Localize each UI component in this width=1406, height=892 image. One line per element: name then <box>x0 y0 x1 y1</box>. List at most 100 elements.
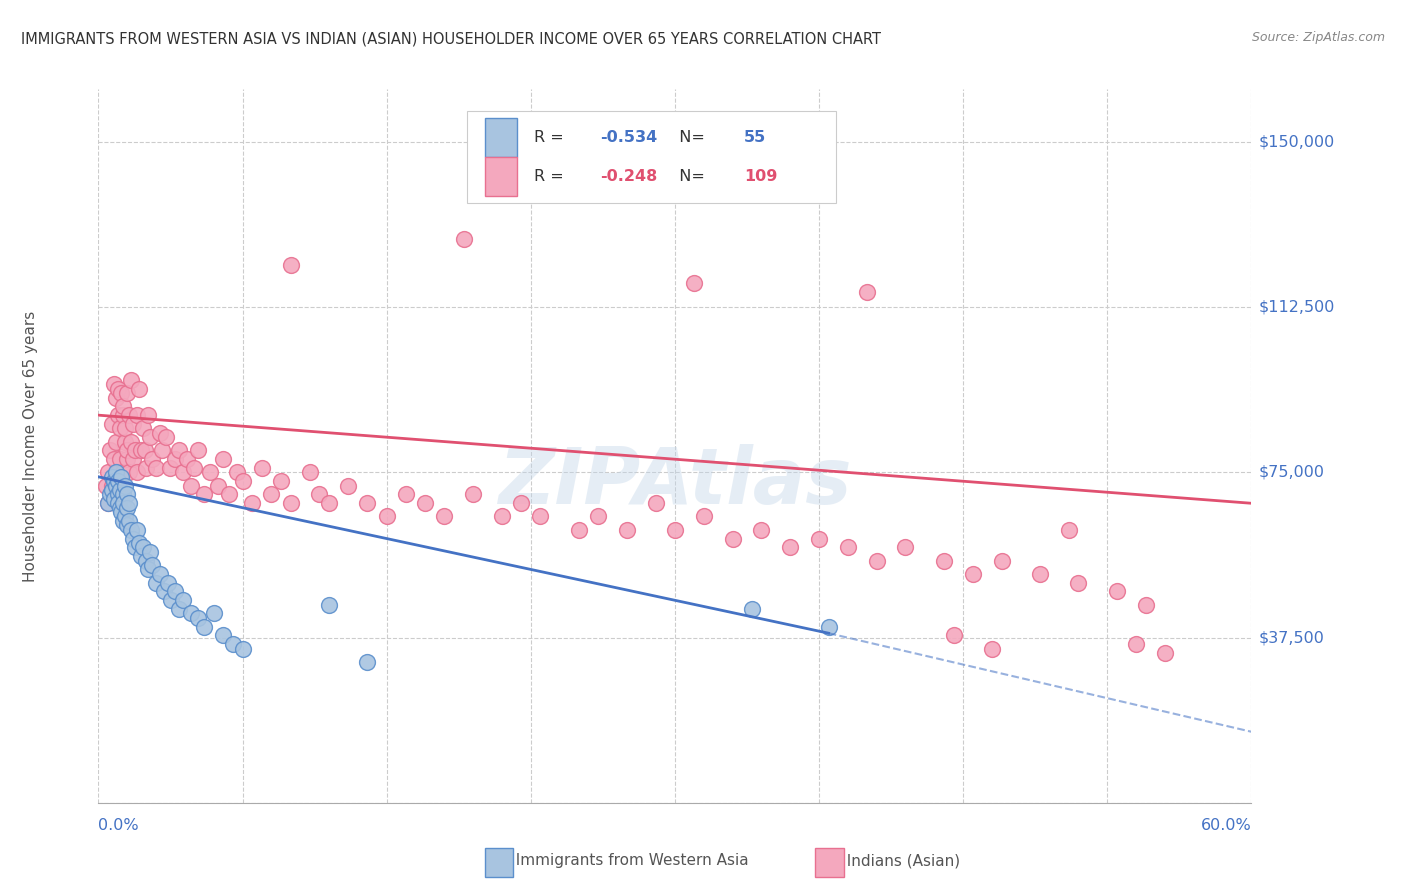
Point <box>779 541 801 555</box>
Point <box>150 443 173 458</box>
Point <box>110 487 132 501</box>
Point <box>138 408 160 422</box>
Point <box>112 514 135 528</box>
Text: $37,500: $37,500 <box>1258 630 1324 645</box>
Point <box>212 628 235 642</box>
Point <box>131 421 153 435</box>
Point <box>120 434 142 449</box>
Point <box>141 558 163 572</box>
Point <box>125 523 148 537</box>
Point <box>160 593 183 607</box>
Point <box>231 475 254 489</box>
Point <box>110 470 132 484</box>
Point <box>114 434 136 449</box>
Text: Householder Income Over 65 years: Householder Income Over 65 years <box>24 310 38 582</box>
Text: $112,500: $112,500 <box>1258 300 1334 315</box>
Point <box>156 575 179 590</box>
Text: N=: N= <box>669 130 710 145</box>
Point <box>510 496 533 510</box>
Text: ZIPAtlas: ZIPAtlas <box>498 443 852 520</box>
Text: 109: 109 <box>744 169 778 184</box>
Point <box>112 496 135 510</box>
Point <box>193 619 215 633</box>
Text: $75,000: $75,000 <box>1258 465 1324 480</box>
Point <box>225 466 247 480</box>
Point <box>103 475 125 489</box>
Point <box>644 496 666 510</box>
Point <box>664 523 686 537</box>
Point <box>187 443 209 458</box>
Point <box>270 475 292 489</box>
Point <box>942 628 965 642</box>
Point <box>120 373 142 387</box>
Point <box>110 505 132 519</box>
Point <box>453 232 475 246</box>
Text: Indians (Asian): Indians (Asian) <box>837 854 960 868</box>
Point <box>172 466 194 480</box>
Point <box>101 483 124 497</box>
Point <box>318 496 340 510</box>
Point <box>135 553 157 567</box>
Point <box>856 285 879 299</box>
Point <box>180 478 202 492</box>
Point <box>107 408 129 422</box>
Point <box>104 391 127 405</box>
Point <box>108 421 131 435</box>
Point <box>176 452 198 467</box>
Point <box>122 532 145 546</box>
Point <box>298 466 321 480</box>
Point <box>138 562 160 576</box>
Point <box>134 443 156 458</box>
Point <box>101 478 124 492</box>
Point <box>193 487 215 501</box>
Point <box>207 478 229 492</box>
Point <box>683 276 706 290</box>
Point <box>125 408 148 422</box>
Text: R =: R = <box>534 169 569 184</box>
Point <box>104 466 127 480</box>
Point <box>125 466 148 480</box>
Point <box>165 584 187 599</box>
FancyBboxPatch shape <box>467 111 837 203</box>
Point <box>128 536 150 550</box>
Point <box>165 452 187 467</box>
Point <box>117 443 138 458</box>
Point <box>114 478 136 492</box>
Point <box>159 461 181 475</box>
Point <box>107 475 129 489</box>
Point <box>318 598 340 612</box>
Point <box>112 400 135 414</box>
Point <box>118 408 141 422</box>
Text: 0.0%: 0.0% <box>98 818 139 832</box>
Point <box>97 466 120 480</box>
Point <box>741 602 763 616</box>
Point <box>807 532 830 546</box>
Point <box>117 487 138 501</box>
Point <box>103 491 125 506</box>
FancyBboxPatch shape <box>485 118 517 157</box>
Point <box>139 545 162 559</box>
Point <box>97 496 120 510</box>
Point <box>280 259 302 273</box>
Point <box>108 452 131 467</box>
Point <box>108 487 131 501</box>
Point <box>97 496 120 510</box>
Point <box>356 496 378 510</box>
Point <box>107 466 129 480</box>
Point <box>103 377 125 392</box>
Text: 60.0%: 60.0% <box>1201 818 1251 832</box>
Point <box>280 496 302 510</box>
Point <box>155 430 177 444</box>
FancyBboxPatch shape <box>485 157 517 196</box>
Text: Source: ZipAtlas.com: Source: ZipAtlas.com <box>1251 31 1385 45</box>
Point <box>308 487 330 501</box>
Point <box>180 607 202 621</box>
Text: -0.248: -0.248 <box>600 169 657 184</box>
Point <box>586 509 609 524</box>
Point <box>356 655 378 669</box>
Point <box>107 382 129 396</box>
Point <box>837 541 859 555</box>
Point <box>981 641 1004 656</box>
Point <box>433 509 456 524</box>
Point <box>1067 575 1090 590</box>
